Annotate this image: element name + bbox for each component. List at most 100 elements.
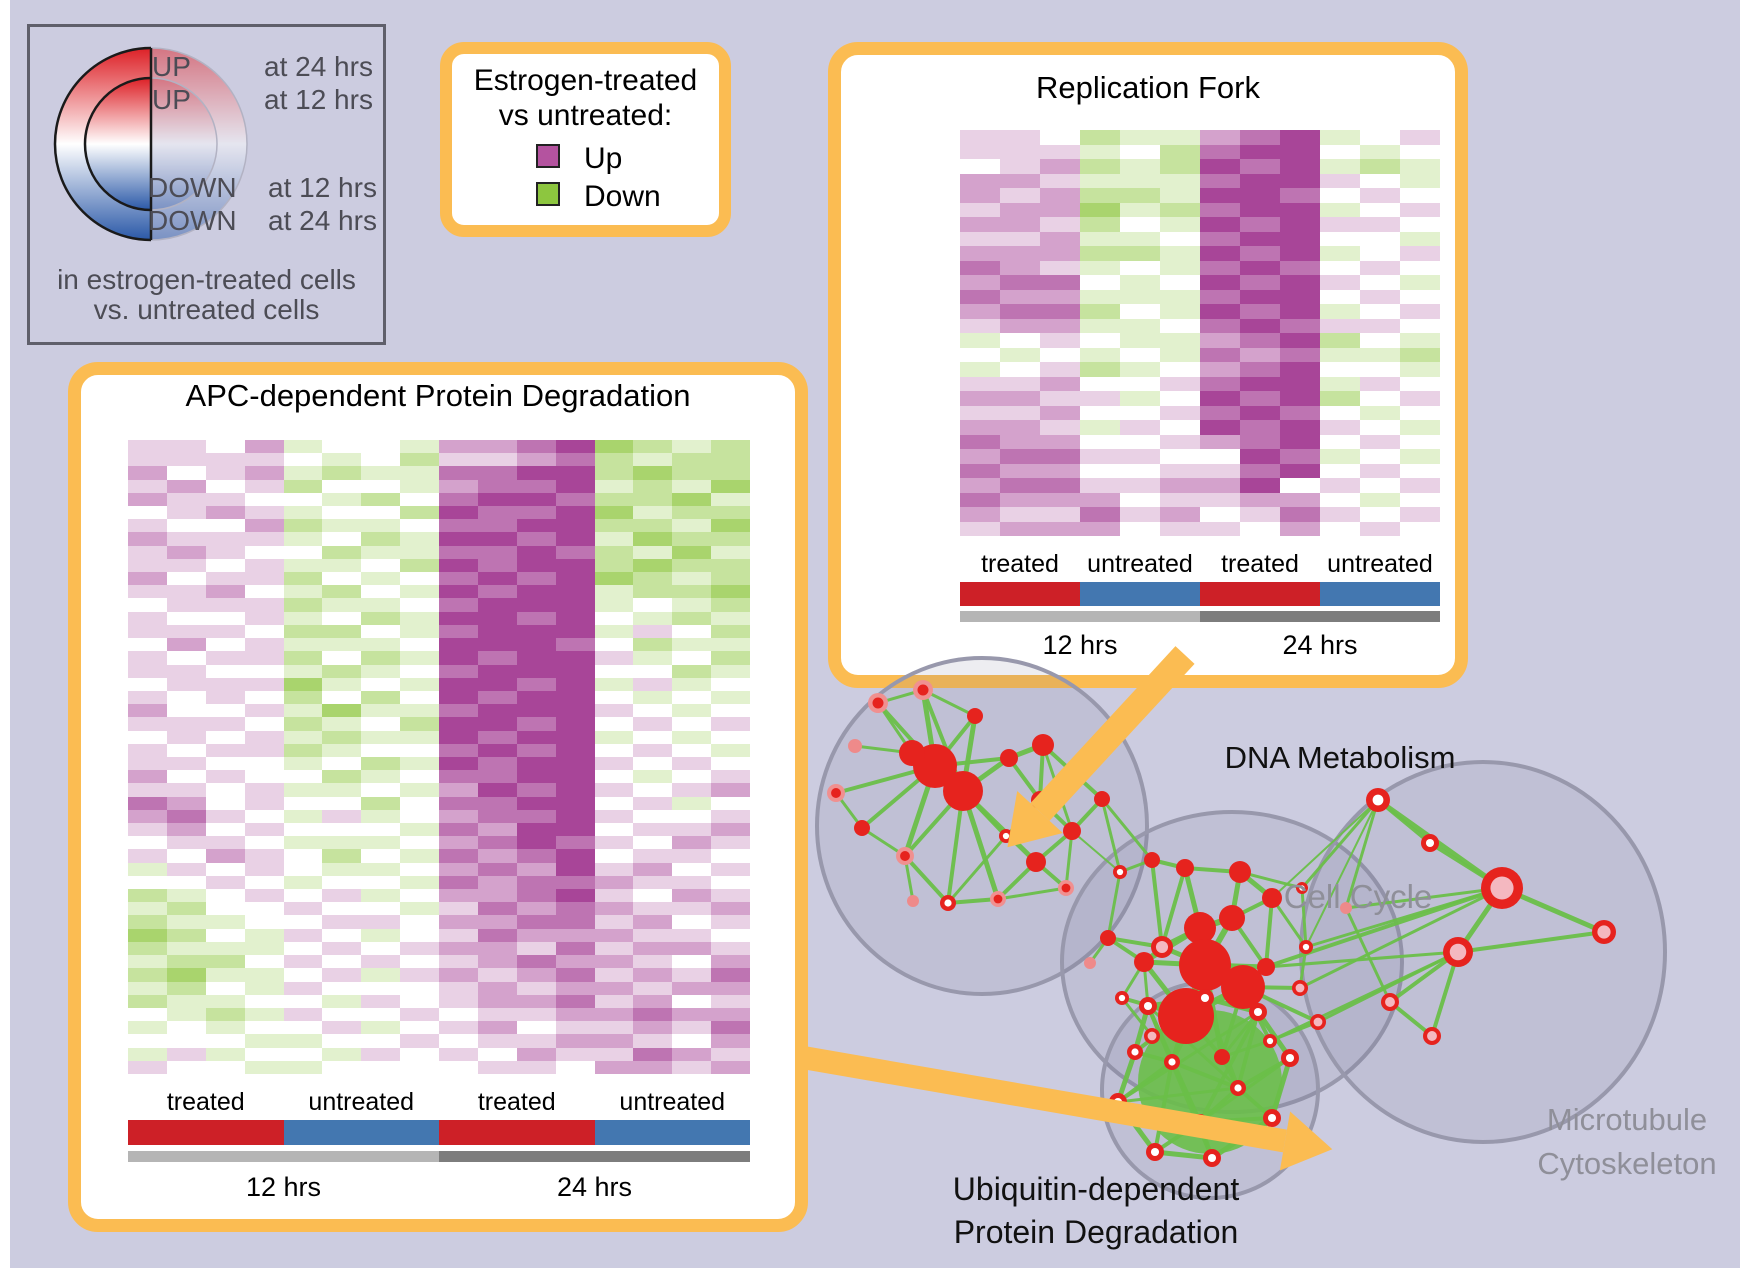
heatmap-cell: [1080, 463, 1120, 478]
heatmap-cell: [128, 730, 167, 744]
network-edge: [1344, 798, 1380, 910]
heatmap-cell: [283, 572, 323, 586]
network-node-ring-center: [1143, 1001, 1153, 1011]
heatmap-cell: [128, 572, 167, 586]
heatmap-cell: [400, 651, 439, 665]
heatmap-cell: [322, 519, 362, 533]
heatmap-cell: [516, 506, 556, 520]
heatmap-cell: [711, 717, 750, 731]
heatmap-cell: [633, 783, 673, 797]
network-node-solid: [1094, 791, 1110, 807]
condition-label: treated: [166, 1088, 245, 1116]
heatmap-cell: [1280, 202, 1320, 217]
heatmap-cell: [594, 915, 634, 929]
heatmap-cell: [400, 598, 439, 612]
heatmap-cell: [477, 836, 517, 850]
heatmap-cell: [1200, 275, 1240, 290]
network-node-pink: [1084, 957, 1096, 969]
heatmap-cell: [322, 677, 362, 691]
time-label: 12 hrs: [245, 1172, 322, 1202]
heatmap-cell: [594, 968, 634, 982]
heatmap-cell: [1240, 434, 1280, 449]
heatmap-cell: [1280, 376, 1320, 391]
heatmap-cell: [439, 519, 478, 533]
heatmap-cell: [1080, 173, 1120, 188]
heatmap-cell: [1040, 217, 1080, 232]
heatmap-cell: [1080, 231, 1120, 246]
heatmap-cell: [516, 928, 556, 942]
heatmap-cell: [244, 1060, 284, 1074]
heatmap-cell: [1200, 391, 1240, 406]
heatmap-cell: [1120, 492, 1160, 507]
heatmap-cell: [205, 519, 245, 533]
heatmap-cell: [633, 1060, 673, 1074]
heatmap-cell: [1240, 246, 1280, 261]
heatmap-cell: [594, 836, 634, 850]
heatmap-cell: [1400, 202, 1440, 217]
heatmap-cell: [128, 955, 167, 969]
heatmap-cell: [711, 664, 750, 678]
heatmap-cell: [244, 1007, 284, 1022]
heatmap-cell: [128, 796, 167, 810]
heatmap-cell: [555, 704, 595, 718]
heatmap-cell: [1400, 333, 1440, 348]
heatmap-cell: [594, 1060, 634, 1074]
heatmap-cell: [322, 651, 362, 665]
heatmap-cell: [400, 875, 439, 890]
heatmap-cell: [1280, 304, 1320, 319]
heatmap-cell: [128, 968, 167, 982]
heatmap-cell: [1200, 333, 1240, 348]
network-node-solid: [1032, 734, 1054, 756]
heatmap-cell: [205, 1021, 245, 1035]
heatmap-cell: [1360, 202, 1400, 217]
heatmap-cell: [1400, 362, 1440, 377]
heatmap-cell: [205, 717, 245, 731]
heatmap-cell: [633, 770, 673, 784]
heatmap-cell: [1160, 275, 1200, 290]
heatmap-cell: [555, 506, 595, 520]
heatmap-cell: [633, 440, 673, 454]
heatmap-cell: [516, 651, 556, 665]
heatmap-cell: [555, 492, 595, 507]
heatmap-cell: [960, 521, 1000, 536]
heatmap-cell: [1000, 304, 1040, 319]
network-node-ring-center: [1118, 994, 1126, 1002]
network-edge: [1269, 1055, 1293, 1121]
heatmap-cell: [1080, 260, 1120, 275]
heatmap-cell: [1200, 304, 1240, 319]
heatmap-cell: [1400, 478, 1440, 493]
heatmap-cell: [1200, 376, 1240, 391]
heatmap-cell: [439, 506, 478, 520]
heatmap-cell: [361, 519, 401, 533]
heatmap-cell: [711, 955, 750, 969]
heatmap-cell: [711, 690, 750, 705]
heatmap-cell: [555, 756, 595, 771]
heatmap-cell: [439, 440, 478, 454]
heatmap-cell: [128, 506, 167, 520]
heatmap-cell: [711, 968, 750, 982]
heatmap-cell: [166, 836, 206, 850]
network-edge: [1344, 906, 1392, 1004]
heatmap-cell: [633, 756, 673, 771]
heatmap-cell: [1360, 507, 1400, 522]
heatmap-cell: [439, 1007, 478, 1022]
heatmap-cell: [322, 611, 362, 625]
heatmap-cell: [439, 743, 478, 757]
heatmap-cell: [1080, 405, 1120, 420]
heatmap-cell: [633, 994, 673, 1008]
heatmap-cell: [555, 1047, 595, 1061]
condition-bar: [439, 1120, 595, 1145]
network-node-ring-pink-center: [1147, 1031, 1157, 1041]
network-node-ring-pink-center: [1295, 983, 1305, 993]
heatmap-cell: [633, 955, 673, 969]
heatmap-cell: [1280, 159, 1320, 174]
heatmap-cell: [1040, 318, 1080, 333]
heatmap-cell: [633, 532, 673, 546]
heatmap-cell: [1360, 376, 1400, 391]
heatmap-cell: [633, 466, 673, 480]
heatmap-cell: [439, 836, 478, 850]
heatmap-cell: [166, 532, 206, 546]
heatmap-cell: [1400, 231, 1440, 246]
network-node-halo-core: [993, 894, 1003, 904]
heatmap-cell: [1120, 434, 1160, 449]
